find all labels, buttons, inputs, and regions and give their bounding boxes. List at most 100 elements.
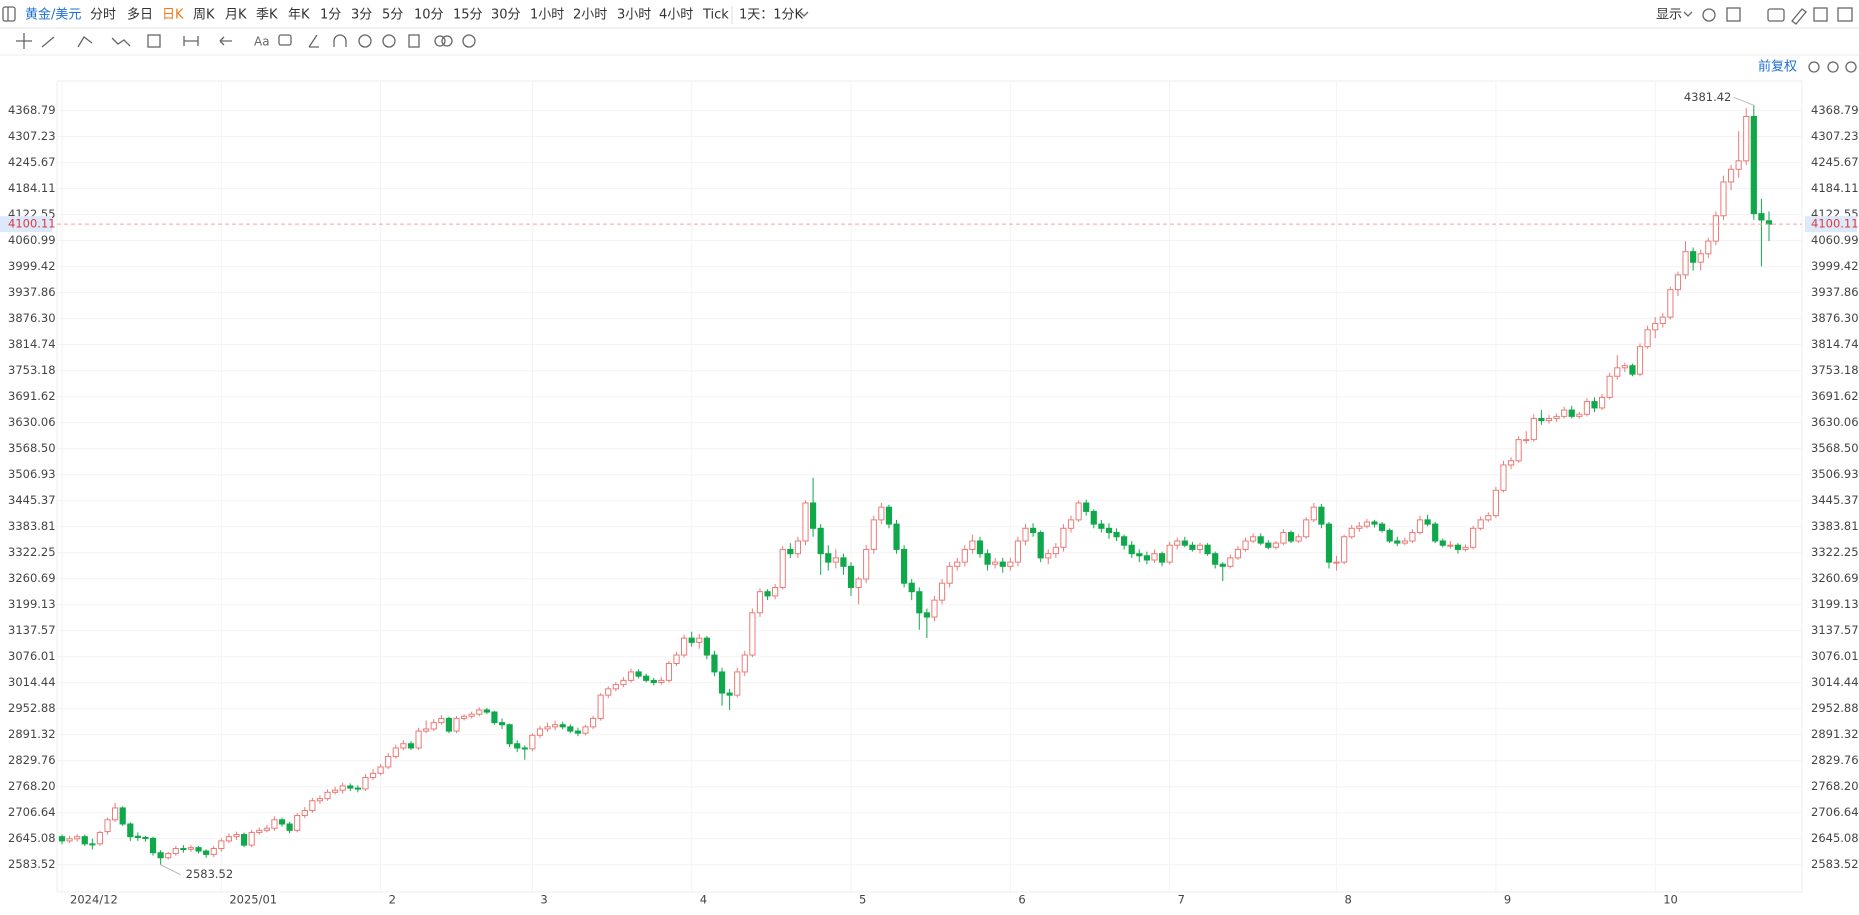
arrow-tool[interactable] xyxy=(219,36,232,46)
reset-icon[interactable] xyxy=(1808,61,1820,73)
period[interactable]: 30分 xyxy=(491,8,521,23)
period[interactable]: Tick xyxy=(702,8,729,23)
range-select[interactable]: 1天：1分K xyxy=(739,8,804,23)
candle-body xyxy=(711,654,718,673)
period[interactable]: 分时 xyxy=(90,8,116,23)
period[interactable]: 周K xyxy=(193,8,215,23)
period[interactable]: 4小时 xyxy=(659,8,693,23)
dropdown-arrow xyxy=(799,11,809,17)
y-tick-label: 3999.42 xyxy=(8,259,56,273)
compare-tool-b[interactable] xyxy=(441,35,453,47)
y-tick-label-right: 3568.50 xyxy=(1811,441,1859,455)
candle-body xyxy=(969,540,976,550)
candle-body xyxy=(1075,502,1082,521)
candle-body xyxy=(347,785,354,789)
channel-tool[interactable] xyxy=(77,36,93,48)
candle-body xyxy=(772,586,779,597)
candle-body xyxy=(605,688,612,696)
candle-body xyxy=(536,728,544,736)
candle-body xyxy=(1265,542,1272,548)
period[interactable]: 1小时 xyxy=(530,8,564,23)
compare-tool[interactable] xyxy=(434,35,446,47)
candle-body xyxy=(589,717,597,728)
sidebar-toggle[interactable] xyxy=(2,6,16,22)
measure-tool[interactable] xyxy=(147,34,161,48)
period[interactable]: 1分 xyxy=(320,8,341,23)
candle-body xyxy=(1363,521,1371,527)
candle-body xyxy=(756,591,764,614)
delete-tool[interactable] xyxy=(408,34,420,48)
candle-body xyxy=(1500,464,1507,491)
candle-body xyxy=(1401,540,1408,544)
y-tick-label-right: 3506.93 xyxy=(1811,467,1859,481)
period[interactable]: 5分 xyxy=(382,8,403,23)
layout-icon[interactable] xyxy=(1726,7,1741,22)
zoom-out-icon[interactable] xyxy=(1827,61,1839,73)
symbol[interactable]: 黄金/美元 xyxy=(25,7,81,23)
candle-body xyxy=(984,553,991,565)
y-tick-label-right: 2768.20 xyxy=(1811,779,1859,793)
adjust-mode[interactable]: 前复权 xyxy=(1758,59,1797,75)
y-tick-label: 3691.62 xyxy=(8,389,56,403)
candle-body xyxy=(1515,439,1522,462)
zoom-in-icon[interactable] xyxy=(1845,61,1857,73)
y-tick-label-right: 4184.11 xyxy=(1811,181,1859,195)
candle-body xyxy=(1416,519,1424,534)
y-tick-label-right: 3999.42 xyxy=(1811,259,1859,273)
candle-body xyxy=(1318,506,1325,525)
candle-body xyxy=(1189,544,1196,550)
candle-body xyxy=(521,747,528,750)
candle-body xyxy=(476,709,483,715)
period[interactable]: 年K xyxy=(288,8,310,23)
note-tool[interactable] xyxy=(278,34,292,46)
candle-body xyxy=(1143,555,1150,561)
magnet-tool[interactable] xyxy=(333,34,347,47)
y-tick-label: 2645.08 xyxy=(8,831,56,845)
panel-icon[interactable] xyxy=(1837,7,1853,22)
y-tick-label-right: 2952.88 xyxy=(1811,701,1859,715)
x-tick-label: 8 xyxy=(1345,893,1352,907)
period[interactable]: 季K xyxy=(256,8,278,23)
fullscreen-icon[interactable] xyxy=(1813,7,1828,22)
candle-body xyxy=(263,827,270,831)
pen-icon[interactable] xyxy=(1791,8,1807,25)
move-tool[interactable] xyxy=(16,33,32,49)
candle-body xyxy=(582,726,589,734)
candle-body xyxy=(96,831,104,845)
period-active[interactable]: 日K xyxy=(162,8,184,23)
candle-body xyxy=(1386,529,1393,542)
y-tick-label: 3383.81 xyxy=(8,519,56,533)
candle-body xyxy=(574,730,581,734)
candle-body xyxy=(1583,401,1591,415)
text-tool[interactable]: Aa xyxy=(254,35,270,49)
candle-body xyxy=(1682,251,1689,276)
period[interactable]: 月K xyxy=(225,8,247,23)
lock-tool[interactable] xyxy=(382,34,396,48)
candle-body xyxy=(863,548,870,580)
eye-tool[interactable] xyxy=(358,34,372,48)
period[interactable]: 2小时 xyxy=(573,8,607,23)
y-tick-label: 3137.57 xyxy=(8,623,56,637)
candle-body xyxy=(210,847,217,855)
candle-body xyxy=(597,694,604,719)
settings-icon[interactable] xyxy=(1702,8,1716,22)
y-tick-label: 4368.79 xyxy=(8,103,56,117)
candle-body xyxy=(1333,561,1340,564)
range-tool[interactable] xyxy=(183,36,199,46)
display-menu[interactable]: 显示 xyxy=(1656,8,1682,23)
y-tick-label-right: 3937.86 xyxy=(1811,285,1859,299)
line-tool[interactable] xyxy=(41,36,55,48)
candle-body xyxy=(1242,540,1249,550)
camera-icon[interactable] xyxy=(1767,8,1785,22)
tool-settings[interactable] xyxy=(462,34,476,48)
period[interactable]: 3小时 xyxy=(617,8,651,23)
period[interactable]: 多日 xyxy=(127,7,153,23)
period[interactable]: 3分 xyxy=(351,8,372,23)
period[interactable]: 10分 xyxy=(414,8,444,23)
y-tick-label-right: 3876.30 xyxy=(1811,311,1859,325)
pattern-tool[interactable] xyxy=(111,37,131,47)
angle-tool[interactable] xyxy=(308,34,319,48)
candle-body xyxy=(696,637,703,643)
period[interactable]: 15分 xyxy=(453,8,483,23)
